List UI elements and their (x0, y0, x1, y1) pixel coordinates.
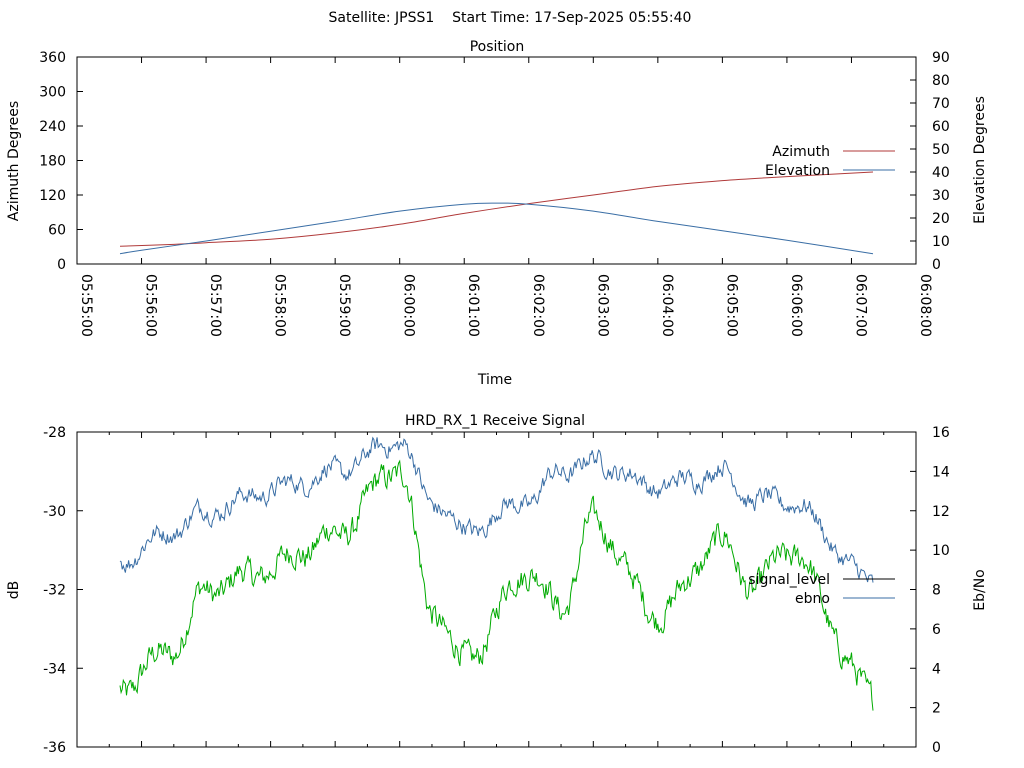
db-tick-label: -32 (43, 583, 66, 599)
figure-title: Satellite: JPSS1 Start Time: 17-Sep-2025… (329, 10, 692, 26)
azimuth-tick-label: 180 (39, 154, 66, 170)
elevation-tick-label: 20 (932, 211, 950, 227)
series-line-signal-level (119, 459, 874, 711)
series-line-azimuth (119, 171, 874, 247)
position-x-axis-label: Time (477, 372, 512, 388)
position-x-tick-label: 06:07:00 (852, 274, 868, 337)
position-x-tick-label: 05:56:00 (143, 274, 159, 337)
position-x-tick-label: 06:05:00 (723, 274, 739, 337)
legend-label-elevation: Elevation (765, 163, 830, 179)
position-legend: Azimuth Elevation (765, 144, 895, 179)
ebno-axis-label: Eb/No (972, 569, 988, 611)
position-x-tick-label: 05:58:00 (272, 274, 288, 337)
receive-signal-plot-frame (76, 431, 917, 748)
position-x-tick-label: 06:08:00 (917, 274, 933, 337)
receive-signal-chart-title: HRD_RX_1 Receive Signal (405, 413, 585, 429)
position-x-tick-label: 05:59:00 (336, 274, 352, 337)
azimuth-axis-label: Azimuth Degrees (6, 101, 22, 221)
db-tick-label: -36 (43, 740, 66, 756)
azimuth-tick-label: 300 (39, 85, 66, 101)
receive-signal-chart: HRD_RX_1 Receive Signal -28 -30 -32 -34 -36 0… (6, 413, 988, 756)
position-x-tick-label: 05:57:00 (207, 274, 223, 337)
position-x-tick-label: 05:55:00 (78, 274, 94, 337)
ebno-tick-label: 2 (932, 701, 941, 717)
azimuth-tick-label: 240 (39, 119, 66, 135)
position-x-tick-label: 06:00:00 (401, 274, 417, 337)
elevation-tick-label: 70 (932, 96, 950, 112)
elevation-axis-label: Elevation Degrees (972, 96, 988, 224)
series-line-elevation (119, 202, 874, 255)
position-x-tick-label: 06:04:00 (659, 274, 675, 337)
azimuth-tick-label: 360 (39, 50, 66, 66)
azimuth-tick-label: 60 (48, 223, 66, 239)
ebno-tick-label: 14 (932, 464, 950, 480)
ebno-tick-label: 8 (932, 583, 941, 599)
series-line-ebno (119, 436, 874, 583)
db-tick-label: -28 (43, 425, 66, 441)
legend-label-signal-level: signal_level (748, 572, 830, 588)
ebno-tick-label: 0 (932, 740, 941, 756)
azimuth-tick-label: 120 (39, 188, 66, 204)
elevation-tick-label: 80 (932, 73, 950, 89)
ebno-tick-label: 12 (932, 504, 950, 520)
db-axis-label: dB (6, 581, 22, 600)
elevation-tick-label: 40 (932, 165, 950, 181)
position-x-tick-label: 06:03:00 (594, 274, 610, 337)
ebno-tick-label: 16 (932, 425, 950, 441)
ebno-tick-label: 4 (932, 661, 941, 677)
elevation-tick-label: 30 (932, 188, 950, 204)
ebno-tick-label: 10 (932, 543, 950, 559)
position-x-tick-label: 06:06:00 (788, 274, 804, 337)
elevation-tick-label: 90 (932, 50, 950, 66)
position-x-tick-label: 06:02:00 (530, 274, 546, 337)
elevation-tick-label: 0 (932, 257, 941, 273)
elevation-tick-label: 10 (932, 234, 950, 250)
position-plot-frame (76, 56, 917, 265)
elevation-tick-label: 50 (932, 142, 950, 158)
position-chart-title: Position (470, 39, 525, 55)
db-tick-label: -34 (43, 661, 66, 677)
azimuth-tick-label: 0 (57, 257, 66, 273)
position-chart: Position 05:55:00 05:56:00 05:57:00 05:58:0… (6, 39, 988, 388)
ebno-tick-label: 6 (932, 622, 941, 638)
position-x-tick-label: 06:01:00 (465, 274, 481, 337)
legend-label-ebno: ebno (795, 591, 830, 607)
db-tick-label: -30 (43, 504, 66, 520)
legend-label-azimuth: Azimuth (772, 144, 830, 160)
elevation-tick-label: 60 (932, 119, 950, 135)
